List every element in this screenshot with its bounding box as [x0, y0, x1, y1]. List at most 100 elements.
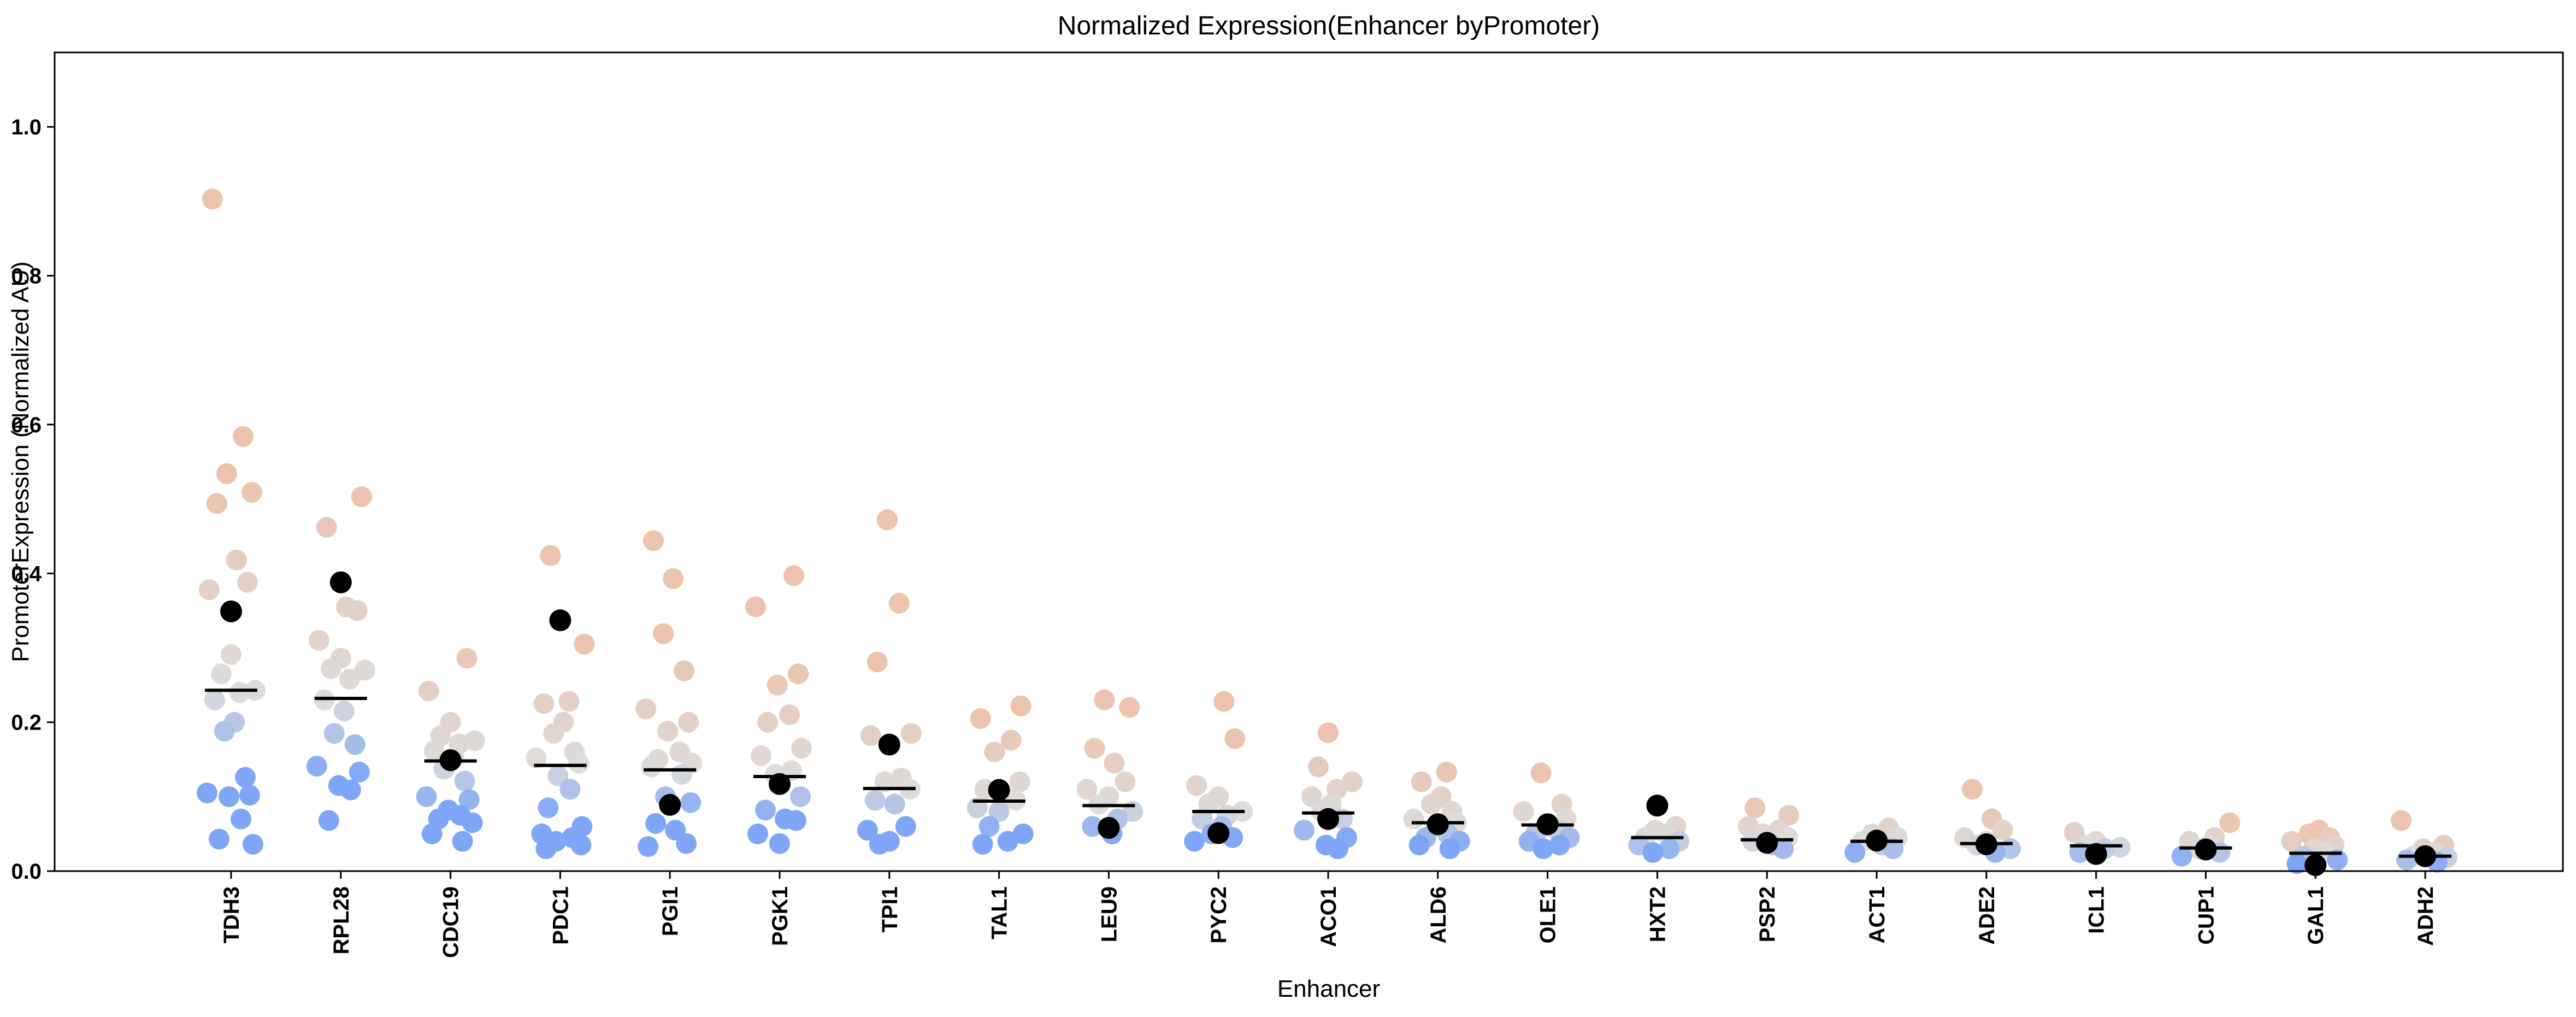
data-point [547, 765, 569, 786]
data-point [680, 792, 702, 813]
data-point [747, 823, 768, 844]
data-point [2171, 845, 2192, 867]
data-point [221, 644, 241, 665]
reference-point [1207, 822, 1230, 844]
reference-point [549, 609, 571, 632]
data-point [540, 545, 561, 566]
x-tick-label: CDC19 [439, 886, 463, 958]
data-point [423, 740, 445, 761]
data-point [1532, 838, 1554, 860]
y-axis: 0.0 0.2 0.4 0.6 0.8 1.0 [11, 115, 55, 884]
data-point [2396, 849, 2417, 871]
chart-title: Normalized Expression(Enhancer byPromote… [1058, 11, 1600, 40]
data-point [231, 808, 251, 830]
data-point [1530, 762, 1552, 784]
reference-point [1756, 832, 1778, 854]
x-axis-label: Enhancer [1277, 975, 1380, 1002]
data-point [857, 820, 878, 841]
data-point [1084, 738, 1105, 759]
reference-point [220, 600, 242, 622]
data-point [219, 786, 239, 807]
data-point [1744, 797, 1766, 819]
data-point [1513, 801, 1534, 822]
x-tick-label: HXT2 [1646, 886, 1670, 942]
data-point [1773, 838, 1794, 860]
data-point [229, 682, 250, 703]
data-point [674, 660, 695, 681]
data-point [643, 530, 664, 551]
data-point [1119, 697, 1140, 718]
data-point [543, 723, 564, 744]
x-tick-label: ALD6 [1426, 886, 1451, 943]
data-point [1411, 771, 1432, 792]
data-point [346, 600, 368, 621]
data-point [1659, 838, 1680, 860]
data-point [318, 810, 339, 831]
data-point [1778, 804, 1800, 826]
data-point [333, 701, 355, 722]
plot-frame [54, 51, 2564, 872]
data-point [351, 486, 372, 508]
y-tick-label: 0.6 [11, 413, 42, 437]
data-point [791, 738, 812, 759]
x-axis: TDH3 RPL28 CDC19 PDC1 PGI1 PGK1 TPI1 TAL1 LEU9 PY… [220, 871, 2438, 958]
reference-point [878, 733, 900, 756]
data-point [1436, 761, 1457, 783]
reference-point [1426, 813, 1449, 836]
data-point [308, 630, 329, 651]
data-point [558, 691, 580, 712]
data-point [354, 660, 375, 681]
data-point [1403, 808, 1424, 830]
data-point [676, 833, 697, 854]
data-point [984, 742, 1005, 763]
data-point [323, 723, 345, 744]
data-point [1009, 771, 1030, 792]
data-point [340, 779, 361, 801]
data-point [1082, 816, 1103, 837]
data-point [671, 763, 693, 785]
data-point [970, 708, 991, 729]
data-point [344, 734, 366, 755]
x-tick-label: CUP1 [2194, 886, 2218, 945]
y-tick-label: 0.8 [11, 264, 42, 289]
data-point [211, 663, 232, 685]
x-tick-label: GAL1 [2304, 886, 2328, 945]
plot-area [197, 189, 2457, 877]
data-point [462, 812, 483, 833]
data-point [997, 831, 1018, 852]
data-point [418, 680, 439, 702]
x-tick-label: LEU9 [1097, 886, 1121, 942]
data-point [1318, 722, 1339, 743]
data-point [1010, 695, 1031, 716]
data-point [458, 789, 480, 810]
data-point [1184, 831, 1205, 852]
data-point [197, 783, 217, 804]
reference-point [1866, 830, 1888, 852]
data-point [568, 753, 590, 774]
x-tick-label: ADE2 [1975, 886, 1999, 945]
data-point [876, 509, 898, 531]
data-point [339, 668, 360, 690]
data-point [1992, 820, 2013, 841]
data-point [235, 767, 256, 788]
data-point [209, 828, 229, 850]
x-tick-label: OLE1 [1536, 886, 1560, 943]
data-point [1294, 820, 1314, 841]
data-point [570, 834, 592, 856]
x-tick-label: TDH3 [220, 886, 244, 943]
y-tick-label: 0.2 [11, 711, 42, 735]
data-point [988, 801, 1010, 822]
data-point [972, 833, 993, 855]
data-point [216, 463, 237, 484]
data-point [1115, 771, 1136, 792]
reference-point [1536, 813, 1559, 836]
x-tick-label: PGI1 [658, 886, 682, 936]
data-point [538, 797, 559, 819]
data-point [2391, 810, 2412, 831]
data-point [653, 623, 674, 644]
data-point [452, 831, 473, 852]
data-point [864, 790, 886, 811]
data-point [745, 596, 766, 618]
data-point [645, 813, 667, 834]
